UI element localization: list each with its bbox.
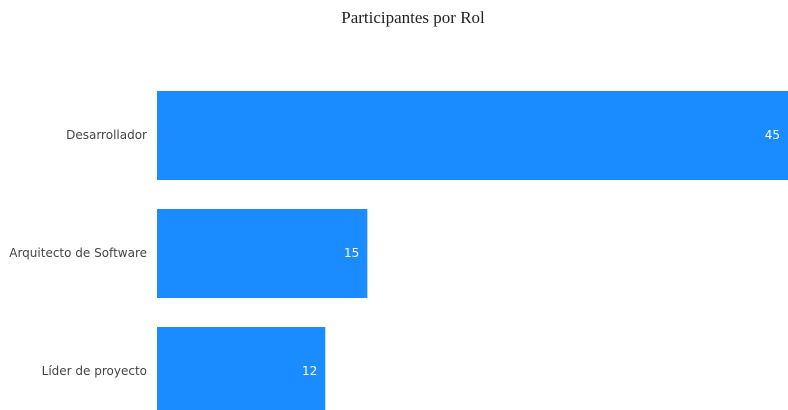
- y-tick-label: Desarrollador: [66, 128, 147, 142]
- chart-title: Participantes por Rol: [341, 8, 485, 27]
- y-tick-label: Líder de proyecto: [42, 364, 147, 378]
- value-label: 15: [344, 246, 359, 260]
- y-tick-label: Arquitecto de Software: [9, 246, 147, 260]
- bar: [157, 209, 368, 298]
- bar: [157, 327, 326, 410]
- bar: [157, 91, 788, 180]
- value-label: 45: [765, 128, 780, 142]
- value-label: 12: [302, 364, 317, 378]
